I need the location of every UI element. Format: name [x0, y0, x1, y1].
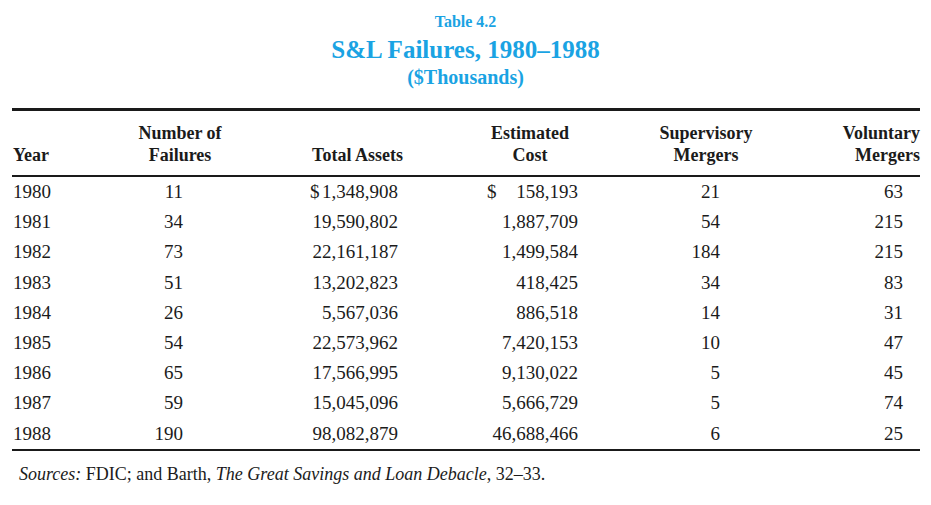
- voluntary-mergers-cell: 25: [790, 419, 920, 449]
- dollar-sign: $: [487, 181, 497, 203]
- cell-value: 1,348,908: [322, 181, 398, 203]
- table-row: 19827322,161,1871,499,584184215: [12, 237, 920, 267]
- supervisory-mergers-cell: 21: [600, 177, 790, 207]
- total-assets-cell: 13,202,823: [255, 268, 460, 298]
- failures-cell: 73: [105, 237, 255, 267]
- header-label: Total Assets: [312, 144, 403, 166]
- header-label: Failures: [149, 144, 212, 166]
- year-cell: 1988: [12, 419, 105, 449]
- estimated-cost-cell: 5,666,729: [460, 388, 600, 418]
- voluntary-mergers-cell: 63: [790, 177, 920, 207]
- table-row: 198011$1,348,908$158,1932163: [12, 177, 920, 207]
- estimated-cost-cell: 7,420,153: [460, 328, 600, 358]
- header-label: Supervisory: [659, 122, 752, 144]
- voluntary-mergers-cell: 31: [790, 298, 920, 328]
- total-assets-cell: 5,567,036: [255, 298, 460, 328]
- estimated-cost-cell: 418,425: [460, 268, 600, 298]
- table-number: Table 4.2: [0, 0, 931, 30]
- total-assets-cell: 19,590,802: [255, 207, 460, 237]
- year-cell: 1984: [12, 298, 105, 328]
- table-row: 19835113,202,823418,4253483: [12, 268, 920, 298]
- supervisory-mergers-cell: 10: [600, 328, 790, 358]
- voluntary-mergers-cell: 215: [790, 207, 920, 237]
- failures-cell: 59: [105, 388, 255, 418]
- year-cell: 1982: [12, 237, 105, 267]
- supervisory-mergers-cell: 54: [600, 207, 790, 237]
- table-body: 198011$1,348,908$158,193216319813419,590…: [0, 177, 931, 449]
- header-label: Mergers: [674, 144, 739, 166]
- voluntary-mergers-cell: 74: [790, 388, 920, 418]
- year-cell: 1980: [12, 177, 105, 207]
- column-header-total-assets: Total Assets: [255, 111, 460, 175]
- table-row: 1984265,567,036886,5181431: [12, 298, 920, 328]
- year-cell: 1981: [12, 207, 105, 237]
- table-row: 19866517,566,9959,130,022545: [12, 358, 920, 388]
- sources-book-title: The Great Savings and Loan Debacle: [216, 464, 487, 484]
- year-cell: 1986: [12, 358, 105, 388]
- supervisory-mergers-cell: 34: [600, 268, 790, 298]
- failures-cell: 26: [105, 298, 255, 328]
- table-title: S&L Failures, 1980–1988: [0, 36, 931, 63]
- total-assets-cell: $1,348,908: [255, 177, 460, 207]
- table-row: 198819098,082,87946,688,466625: [12, 419, 920, 449]
- column-header-voluntary-mergers: Voluntary Mergers: [790, 111, 920, 175]
- failures-cell: 51: [105, 268, 255, 298]
- supervisory-mergers-cell: 184: [600, 237, 790, 267]
- header-label: Voluntary: [843, 122, 920, 144]
- table-subtitle: ($Thousands): [0, 66, 931, 88]
- failures-cell: 34: [105, 207, 255, 237]
- estimated-cost-cell: 1,887,709: [460, 207, 600, 237]
- column-header-supervisory-mergers: Supervisory Mergers: [600, 111, 790, 175]
- failures-cell: 11: [105, 177, 255, 207]
- column-header-year: Year: [12, 111, 105, 175]
- year-cell: 1983: [12, 268, 105, 298]
- sources-text: FDIC; and Barth,: [81, 464, 216, 484]
- title-block: Table 4.2 S&L Failures, 1980–1988 ($Thou…: [0, 0, 931, 88]
- year-cell: 1985: [12, 328, 105, 358]
- table-row: 19875915,045,0965,666,729574: [12, 388, 920, 418]
- header-label: Mergers: [855, 144, 920, 166]
- voluntary-mergers-cell: 83: [790, 268, 920, 298]
- dollar-sign: $: [310, 181, 320, 203]
- sources-label: Sources:: [19, 464, 81, 484]
- header-label: Number of: [138, 122, 221, 144]
- supervisory-mergers-cell: 5: [600, 388, 790, 418]
- total-assets-cell: 22,573,962: [255, 328, 460, 358]
- estimated-cost-cell: $158,193: [460, 177, 600, 207]
- voluntary-mergers-cell: 215: [790, 237, 920, 267]
- cell-value: 158,193: [516, 181, 578, 203]
- total-assets-cell: 22,161,187: [255, 237, 460, 267]
- year-cell: 1987: [12, 388, 105, 418]
- column-header-estimated-cost: Estimated Cost: [460, 111, 600, 175]
- header-label: Year: [13, 144, 49, 166]
- supervisory-mergers-cell: 5: [600, 358, 790, 388]
- voluntary-mergers-cell: 45: [790, 358, 920, 388]
- total-assets-cell: 17,566,995: [255, 358, 460, 388]
- header-label: Estimated: [491, 122, 569, 144]
- estimated-cost-cell: 46,688,466: [460, 419, 600, 449]
- column-header-failures: Number of Failures: [105, 111, 255, 175]
- estimated-cost-cell: 886,518: [460, 298, 600, 328]
- table-header-row: Year Number of Failures Total Assets Est…: [12, 111, 920, 175]
- total-assets-cell: 98,082,879: [255, 419, 460, 449]
- estimated-cost-cell: 1,499,584: [460, 237, 600, 267]
- document-page: Table 4.2 S&L Failures, 1980–1988 ($Thou…: [0, 0, 931, 505]
- total-assets-cell: 15,045,096: [255, 388, 460, 418]
- table-row: 19855422,573,9627,420,1531047: [12, 328, 920, 358]
- failures-cell: 190: [105, 419, 255, 449]
- header-label: Cost: [513, 144, 548, 166]
- table-row: 19813419,590,8021,887,70954215: [12, 207, 920, 237]
- supervisory-mergers-cell: 14: [600, 298, 790, 328]
- failures-cell: 65: [105, 358, 255, 388]
- estimated-cost-cell: 9,130,022: [460, 358, 600, 388]
- supervisory-mergers-cell: 6: [600, 419, 790, 449]
- sources-pages: , 32–33.: [487, 464, 546, 484]
- voluntary-mergers-cell: 47: [790, 328, 920, 358]
- sources-note: Sources: FDIC; and Barth, The Great Savi…: [0, 463, 931, 485]
- failures-cell: 54: [105, 328, 255, 358]
- bottom-rule: [12, 449, 920, 451]
